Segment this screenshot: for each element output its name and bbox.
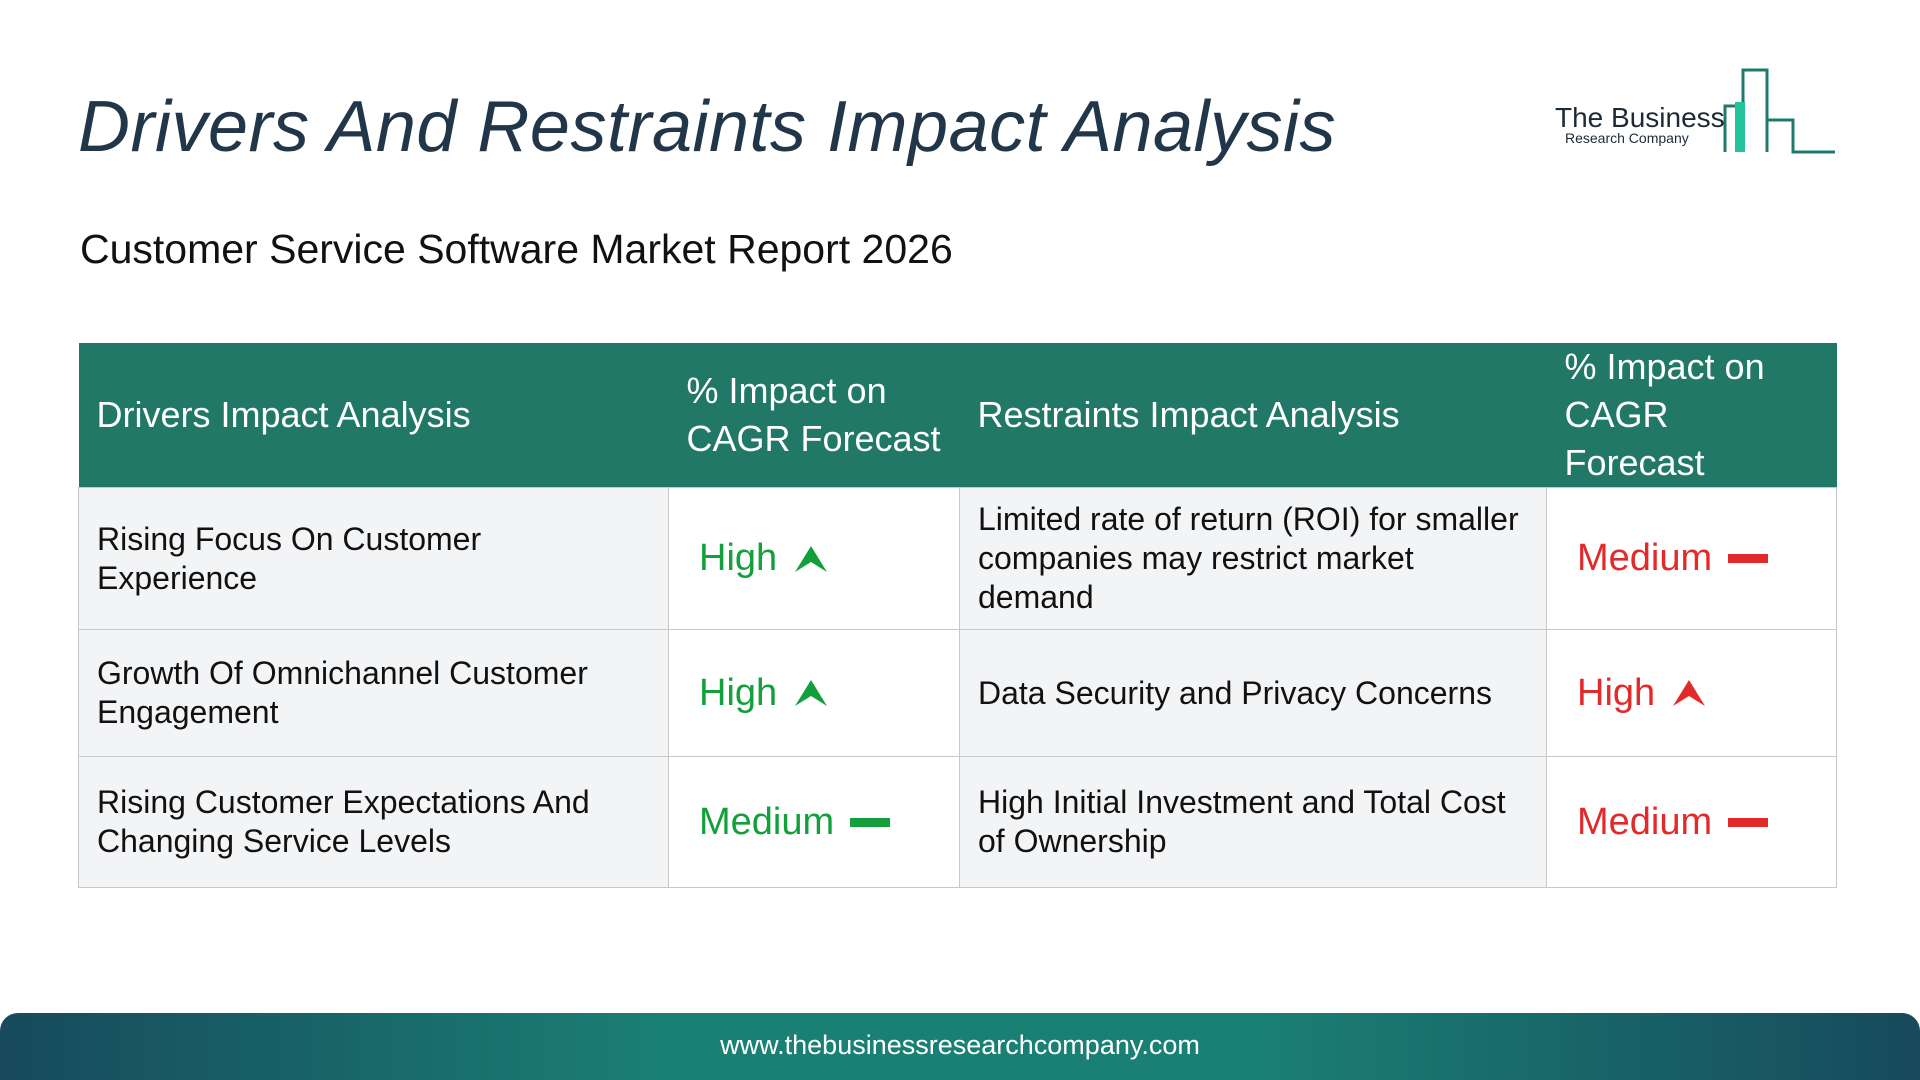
- footer-bar: www.thebusinessresearchcompany.com: [0, 1013, 1920, 1080]
- driver-impact-cell: Medium: [668, 756, 960, 888]
- table-row: Rising Customer Expectations And Changin…: [78, 756, 1837, 888]
- dash-icon: [1728, 817, 1769, 827]
- restraint-cell: Limited rate of return (ROI) for smaller…: [959, 487, 1547, 630]
- footer-url[interactable]: www.thebusinessresearchcompany.com: [720, 1030, 1200, 1060]
- dash-icon: [1728, 554, 1769, 563]
- driver-impact-cell: High: [668, 629, 960, 757]
- impact-table: Drivers Impact Analysis % Impact on CAGR…: [78, 343, 1837, 888]
- logo-subtitle: Research Company: [1565, 130, 1689, 146]
- impact-label: Medium: [1577, 537, 1713, 579]
- report-subtitle: Customer Service Software Market Report …: [80, 226, 953, 272]
- restraint-impact-cell: Medium: [1546, 487, 1837, 630]
- header-restraint-impact: % Impact on CAGR Forecast: [1546, 343, 1837, 488]
- restraint-cell: Data Security and Privacy Concerns: [959, 629, 1547, 757]
- driver-cell: Rising Customer Expectations And Changin…: [78, 756, 669, 888]
- arrow-up-icon: [795, 680, 828, 706]
- driver-impact-cell: High: [668, 487, 960, 630]
- dash-icon: [850, 817, 891, 827]
- arrow-up-icon: [1673, 680, 1706, 706]
- impact-label: High: [699, 671, 778, 714]
- header-driver-impact: % Impact on CAGR Forecast: [668, 343, 960, 488]
- table-row: Growth Of Omnichannel Customer Engagemen…: [78, 629, 1837, 757]
- table-row: Rising Focus On Customer Experience High…: [78, 487, 1837, 630]
- restraint-cell: High Initial Investment and Total Cost o…: [959, 756, 1547, 888]
- driver-cell: Growth Of Omnichannel Customer Engagemen…: [78, 629, 669, 757]
- driver-cell: Rising Focus On Customer Experience: [78, 487, 669, 630]
- impact-label: High: [699, 537, 778, 579]
- impact-label: High: [1577, 671, 1656, 714]
- impact-label: Medium: [699, 800, 835, 843]
- restraint-impact-cell: High: [1546, 629, 1837, 757]
- logo-bars-icon: [1723, 68, 1835, 154]
- logo-name: The Business: [1555, 102, 1725, 133]
- impact-label: Medium: [1577, 800, 1713, 843]
- company-logo: The Business Research Company: [1555, 68, 1835, 158]
- restraint-impact-cell: Medium: [1546, 756, 1837, 888]
- header-drivers: Drivers Impact Analysis: [78, 343, 669, 488]
- table-header-row: Drivers Impact Analysis % Impact on CAGR…: [78, 343, 1837, 488]
- arrow-up-icon: [795, 545, 828, 572]
- page-title: Drivers And Restraints Impact Analysis: [78, 87, 1337, 167]
- header-restraints: Restraints Impact Analysis: [959, 343, 1547, 488]
